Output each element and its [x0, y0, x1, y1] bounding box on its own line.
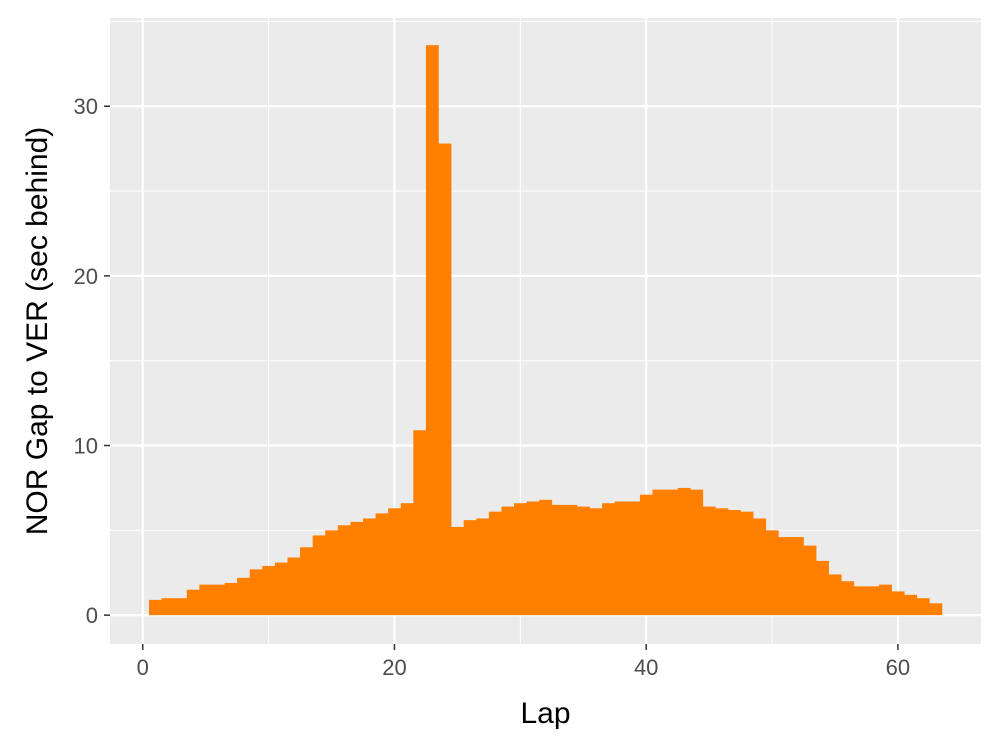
bar: [891, 591, 905, 616]
bar: [879, 584, 892, 616]
bar: [287, 557, 301, 616]
bar: [388, 508, 402, 616]
bar: [728, 509, 741, 616]
bar: [639, 494, 653, 616]
bar: [249, 569, 263, 616]
bar: [602, 503, 616, 616]
bar: [174, 598, 188, 616]
bar: [841, 581, 855, 616]
bar: [614, 501, 628, 616]
bar: [262, 565, 276, 616]
bar: [929, 603, 943, 616]
bar: [463, 520, 477, 616]
y-tick-label: 10: [74, 434, 98, 459]
x-axis-ticks: 0 20 40 60: [137, 644, 910, 680]
bar: [816, 560, 830, 616]
bar: [790, 537, 804, 616]
bar: [501, 506, 515, 616]
bar: [627, 501, 641, 616]
bar: [211, 584, 225, 616]
bar: [161, 598, 175, 616]
y-tick-label: 0: [86, 603, 98, 628]
bar: [778, 537, 792, 616]
bar: [828, 574, 842, 616]
bar: [400, 503, 414, 616]
bar: [690, 489, 704, 616]
x-tick-label: 60: [886, 655, 910, 680]
y-tick-label: 30: [74, 94, 98, 119]
y-axis-ticks: 0 10 20 30: [74, 94, 110, 628]
bar: [765, 530, 779, 616]
bar: [362, 518, 376, 616]
y-axis-title: NOR Gap to VER (sec behind): [21, 127, 54, 536]
bar: [312, 535, 326, 616]
bar: [916, 598, 930, 616]
bar-series: [149, 45, 943, 616]
bar: [866, 586, 880, 616]
bar: [413, 430, 427, 616]
bar: [224, 582, 238, 616]
bar: [274, 562, 288, 616]
bar: [702, 506, 716, 616]
bar: [539, 499, 553, 616]
bar: [551, 504, 565, 616]
bar: [589, 508, 603, 616]
bar: [564, 504, 578, 616]
x-axis-title: Lap: [520, 697, 570, 730]
bar: [904, 594, 918, 616]
x-tick-label: 0: [137, 655, 149, 680]
bar: [199, 584, 213, 616]
bar: [853, 586, 867, 616]
bar: [149, 599, 162, 616]
bar: [438, 143, 452, 616]
bar: [350, 521, 364, 616]
bar: [476, 518, 490, 616]
bar: [425, 45, 439, 616]
x-tick-label: 20: [382, 655, 406, 680]
bar: [488, 511, 502, 616]
bar: [325, 530, 339, 616]
bar: [740, 511, 754, 616]
bar: [652, 489, 666, 616]
bar: [451, 526, 464, 616]
bar: [237, 577, 251, 616]
bar: [526, 501, 540, 616]
bar: [514, 503, 527, 616]
bar: [753, 518, 767, 616]
bar: [715, 508, 729, 616]
bar: [186, 589, 200, 616]
bar: [337, 525, 351, 616]
x-tick-label: 40: [634, 655, 658, 680]
bar: [375, 513, 389, 616]
bar: [677, 487, 691, 616]
bar: [665, 489, 678, 616]
bar: [300, 547, 313, 616]
y-tick-label: 20: [74, 264, 98, 289]
bar: [803, 545, 817, 616]
bar: [576, 506, 590, 616]
